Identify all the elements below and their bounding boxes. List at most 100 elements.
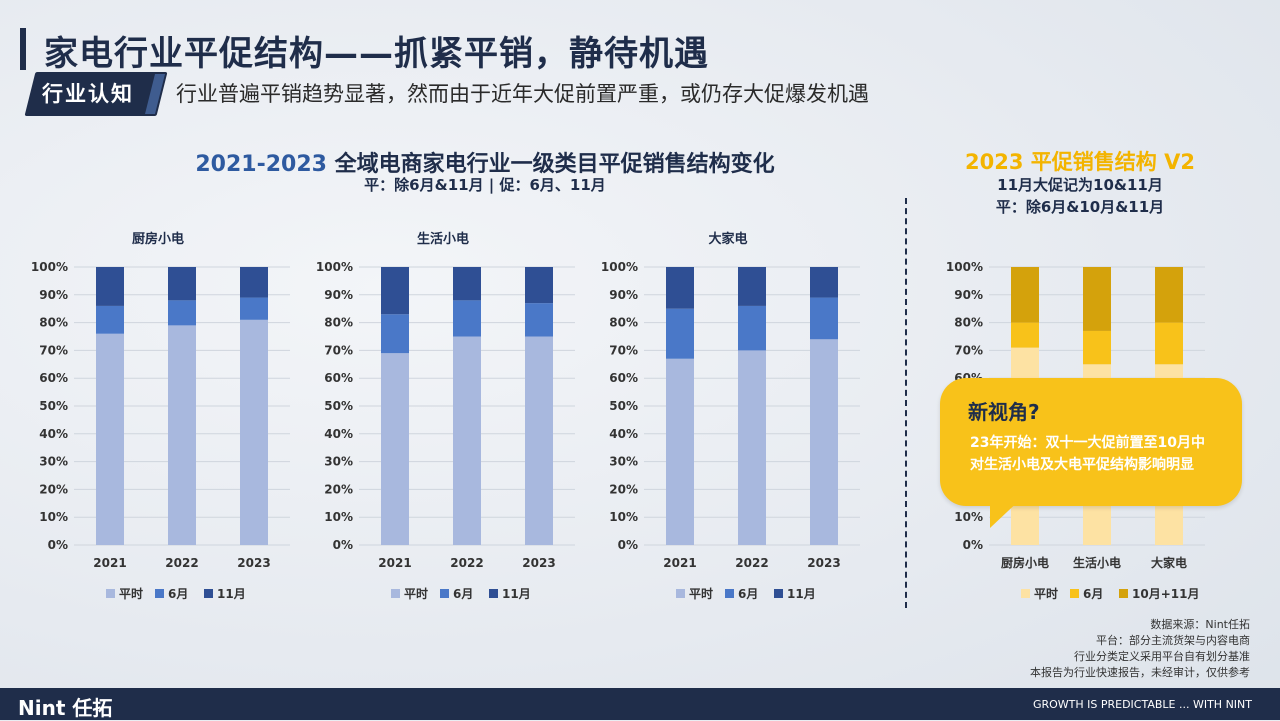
legend-label: 11月	[502, 587, 531, 601]
legend-swatch	[391, 589, 400, 598]
y-tick-label: 0%	[333, 538, 353, 552]
x-tick-label: 厨房小电	[1001, 555, 1049, 570]
bar-segment-1	[381, 353, 409, 545]
bar-segment-2	[453, 300, 481, 337]
bar-segment-2	[1011, 322, 1039, 348]
bar-segment-2	[168, 300, 196, 326]
x-tick-label: 2022	[735, 556, 768, 570]
y-tick-label: 70%	[954, 343, 983, 357]
bar-segment-3	[1011, 267, 1039, 323]
legend-label: 平时	[119, 586, 143, 601]
y-tick-label: 10%	[609, 510, 638, 524]
y-tick-label: 80%	[954, 316, 983, 330]
y-tick-label: 100%	[316, 260, 353, 274]
bar-segment-2	[738, 305, 766, 351]
chart-title: 大家电	[708, 231, 747, 247]
legend-label: 6月	[1083, 587, 1103, 601]
bar-segment-2	[240, 297, 268, 320]
bar-segment-2	[1083, 330, 1111, 365]
x-tick-label: 2021	[93, 556, 126, 570]
y-tick-label: 50%	[39, 399, 68, 413]
legend-swatch	[204, 589, 213, 598]
x-tick-label: 大家电	[1151, 555, 1187, 570]
y-tick-label: 70%	[609, 343, 638, 357]
y-tick-label: 60%	[324, 371, 353, 385]
y-tick-label: 0%	[618, 538, 638, 552]
y-tick-label: 20%	[324, 482, 353, 496]
callout-tail	[990, 496, 1024, 528]
y-tick-label: 90%	[39, 288, 68, 302]
legend-swatch	[489, 589, 498, 598]
y-tick-label: 10%	[324, 510, 353, 524]
bar-segment-1	[738, 350, 766, 545]
right-chart-note-2: 平：除6月&10月&11月	[995, 198, 1165, 216]
legend-swatch	[1021, 589, 1030, 598]
y-tick-label: 20%	[39, 482, 68, 496]
legend-label: 平时	[404, 586, 428, 601]
bar-segment-3	[810, 267, 838, 298]
y-tick-label: 70%	[324, 343, 353, 357]
bar-segment-3	[525, 267, 553, 304]
y-tick-label: 30%	[609, 455, 638, 469]
main-chart-title-text: 全域电商家电行业一级类目平促销售结构变化	[326, 152, 775, 177]
bar-segment-3	[96, 267, 124, 306]
callout-heading: 新视角?	[968, 400, 1040, 424]
y-tick-label: 100%	[946, 260, 983, 274]
y-tick-label: 60%	[609, 371, 638, 385]
bar-segment-2	[810, 297, 838, 340]
bar-segment-1	[240, 319, 268, 545]
chart-kitchen-appliances: 0% 10% 20% 30% 40% 50% 60% 70% 80% 90% 100% 厨房小电 202…	[31, 231, 290, 601]
page-subtitle: 行业普遍平销趋势显著，然而由于近年大促前置严重，或仍存大促爆发机遇	[176, 82, 869, 106]
y-tick-label: 80%	[609, 316, 638, 330]
legend-label: 平时	[689, 586, 713, 601]
source-line-1: 数据来源：Nint任拓	[1150, 618, 1250, 631]
bar-segment-1	[96, 333, 124, 545]
bar-segment-3	[666, 267, 694, 309]
bar-segment-1	[810, 339, 838, 545]
callout-line-1: 23年开始：双十一大促前置至10月中	[970, 435, 1205, 451]
x-tick-label: 2023	[522, 556, 555, 570]
x-tick-label: 2021	[378, 556, 411, 570]
y-tick-label: 40%	[39, 427, 68, 441]
bar-segment-3	[453, 267, 481, 301]
footer-bar	[0, 688, 1280, 720]
bar-segment-3	[168, 267, 196, 301]
bar-segment-1	[453, 336, 481, 545]
legend-swatch	[1070, 589, 1079, 598]
bar-segment-2	[381, 314, 409, 354]
legend-swatch	[155, 589, 164, 598]
y-tick-label: 90%	[609, 288, 638, 302]
bar-segment-2	[666, 308, 694, 359]
bar-segment-3	[240, 267, 268, 298]
y-tick-label: 40%	[609, 427, 638, 441]
footer-slogan: GROWTH IS PREDICTABLE ... WITH NINT	[1032, 698, 1252, 711]
x-tick-label: 2022	[450, 556, 483, 570]
chart-title: 生活小电	[417, 231, 469, 247]
x-tick-label: 2023	[237, 556, 270, 570]
x-tick-label: 生活小电	[1073, 555, 1121, 570]
legend-swatch	[676, 589, 685, 598]
legend-swatch	[106, 589, 115, 598]
y-tick-label: 60%	[39, 371, 68, 385]
legend-swatch	[725, 589, 734, 598]
bar-segment-2	[96, 305, 124, 334]
page-title: 家电行业平促结构——抓紧平销，静待机遇	[44, 34, 709, 74]
y-tick-label: 40%	[324, 427, 353, 441]
y-tick-label: 50%	[609, 399, 638, 413]
bar-segment-3	[1155, 267, 1183, 323]
legend-swatch	[440, 589, 449, 598]
callout-box	[940, 378, 1242, 506]
legend-label: 6月	[738, 587, 758, 601]
y-tick-label: 20%	[609, 482, 638, 496]
source-line-2: 平台：部分主流货架与内容电商	[1096, 634, 1250, 647]
bar-segment-2	[525, 303, 553, 337]
bar-segment-3	[381, 267, 409, 315]
y-tick-label: 10%	[954, 510, 983, 524]
bar-segment-3	[1083, 267, 1111, 331]
y-tick-label: 90%	[324, 288, 353, 302]
chart-major-appliances: 0% 10% 20% 30% 40% 50% 60% 70% 80% 90% 100% 大家电 2021…	[601, 231, 860, 601]
y-tick-label: 50%	[324, 399, 353, 413]
bar-segment-3	[738, 267, 766, 306]
legend-label: 6月	[168, 587, 188, 601]
